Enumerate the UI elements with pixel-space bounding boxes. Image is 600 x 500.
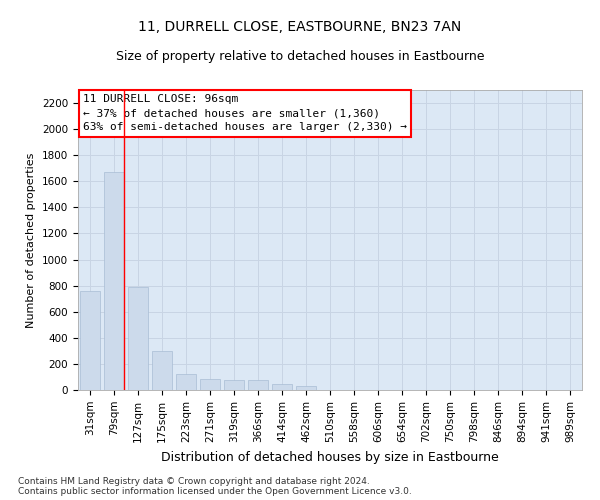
- Bar: [128, 287, 148, 390]
- Bar: [152, 351, 172, 390]
- Text: 11 DURRELL CLOSE: 96sqm
← 37% of detached houses are smaller (1,360)
63% of semi: 11 DURRELL CLOSE: 96sqm ← 37% of detache…: [83, 94, 407, 132]
- Y-axis label: Number of detached properties: Number of detached properties: [26, 152, 37, 328]
- Bar: [176, 374, 196, 390]
- Text: Contains HM Land Registry data © Crown copyright and database right 2024.: Contains HM Land Registry data © Crown c…: [18, 476, 370, 486]
- Bar: [248, 380, 268, 390]
- Bar: [296, 386, 316, 390]
- Bar: [80, 291, 100, 390]
- Bar: [200, 379, 220, 390]
- Text: Size of property relative to detached houses in Eastbourne: Size of property relative to detached ho…: [116, 50, 484, 63]
- Text: Distribution of detached houses by size in Eastbourne: Distribution of detached houses by size …: [161, 451, 499, 464]
- Bar: [104, 172, 124, 390]
- Text: 11, DURRELL CLOSE, EASTBOURNE, BN23 7AN: 11, DURRELL CLOSE, EASTBOURNE, BN23 7AN: [139, 20, 461, 34]
- Bar: [272, 384, 292, 390]
- Text: Contains public sector information licensed under the Open Government Licence v3: Contains public sector information licen…: [18, 486, 412, 496]
- Bar: [224, 380, 244, 390]
